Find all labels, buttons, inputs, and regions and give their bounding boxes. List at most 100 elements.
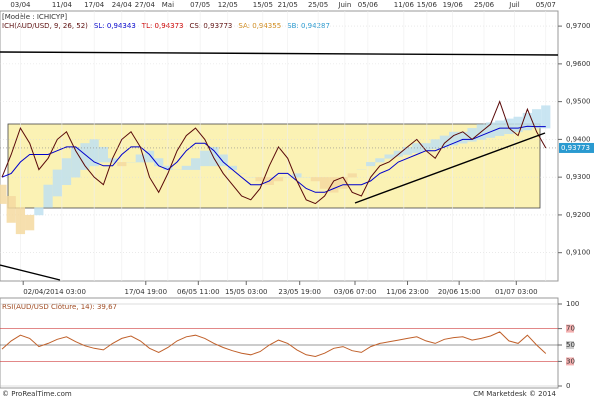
cloud-slice — [209, 146, 219, 167]
price-box — [559, 142, 594, 153]
model-label: [Modèle : ICHICYP] — [2, 13, 67, 21]
x-tick-label: 24/04 — [112, 1, 133, 9]
x-tick-label: 15/05 03:00 — [225, 288, 268, 296]
cloud-slice — [273, 177, 284, 182]
cloud-slice — [135, 154, 145, 163]
cloud-slice — [338, 177, 348, 189]
y-tick-label: 0,9200 — [566, 211, 591, 219]
y-tick-label: 100 — [566, 300, 579, 308]
x-tick-label: 21/05 — [278, 1, 298, 9]
x-tick-label: 27/04 — [135, 1, 156, 9]
rsi-panel — [0, 297, 559, 389]
cloud-slice — [218, 154, 228, 167]
x-tick-label: 15/06 — [417, 1, 438, 9]
x-tick-label: 07/05 — [190, 1, 210, 9]
cloud-slice — [15, 207, 26, 235]
cloud-slice — [402, 146, 413, 155]
cloud-slice — [0, 184, 7, 204]
x-tick-label: 20/06 15:00 — [438, 288, 481, 296]
cloud-slice — [61, 158, 72, 186]
cloud-slice — [541, 105, 551, 129]
y-tick-label: 0,9600 — [566, 60, 591, 68]
cloud-slice — [52, 169, 62, 197]
cloud-slice — [255, 177, 265, 182]
y-tick-label: 0,9700 — [566, 22, 591, 30]
cloud-slice — [522, 112, 532, 131]
cloud-slice — [154, 158, 164, 167]
x-tick-label: 12/05 — [218, 1, 238, 9]
y-tick-label: 0,9400 — [566, 135, 591, 143]
cloud-slice — [531, 109, 542, 129]
y-tick-label: 50 — [566, 341, 575, 349]
rsi-title: RSI(AUD/USD Clôture, 14): 39,67 — [2, 303, 117, 311]
x-tick-label: 02/04/2014 03:00 — [23, 288, 86, 296]
footer-left: © ProRealTime.com — [2, 390, 72, 398]
cloud-slice — [439, 135, 450, 148]
cloud-slice — [458, 131, 468, 144]
cloud-slice — [329, 177, 339, 193]
y-tick-label: 70 — [566, 325, 575, 333]
x-tick-label: 11/04 — [52, 1, 73, 9]
x-tick-label: 06/05 11:00 — [177, 288, 220, 296]
rsi-level-box — [566, 357, 574, 366]
y-tick-label: 30 — [566, 357, 575, 365]
x-tick-label: 19/06 — [443, 1, 464, 9]
cloud-slice — [117, 162, 127, 167]
legend-entry: SA: 0,94355 — [238, 22, 281, 30]
cloud-slice — [6, 196, 16, 223]
cloud-slice — [449, 131, 459, 146]
cloud-slice — [144, 150, 155, 163]
x-tick-label: 05/07 — [536, 1, 556, 9]
x-tick-label: 05/06 — [358, 1, 379, 9]
cloud-slice — [310, 177, 320, 182]
cloud-slice — [504, 118, 514, 135]
series-line — [1, 100, 547, 205]
price-label: 0,93773 — [561, 144, 590, 152]
rsi-level-box — [566, 341, 574, 349]
cloud-slice — [513, 116, 523, 133]
legend-entry: SB: 0,94287 — [287, 22, 330, 30]
cloud-slice — [375, 158, 385, 163]
cloud-slice — [43, 184, 53, 208]
x-tick-label: 15/05 — [253, 1, 273, 9]
cloud-slice — [190, 158, 201, 170]
cloud-slice — [107, 158, 118, 163]
cloud-slice — [71, 146, 81, 178]
cloud-slice — [34, 207, 44, 216]
footer-right: CM Marketdesk © 2014 — [473, 390, 556, 398]
cloud-slice — [200, 150, 210, 167]
series-line — [1, 331, 547, 358]
y-tick-label: 0 — [566, 382, 570, 390]
x-tick-label: 23/05 19:00 — [278, 288, 321, 296]
cloud-slice — [98, 146, 108, 163]
cloud-slice — [80, 143, 90, 170]
cloud-slice — [467, 128, 477, 142]
rsi-level-box — [566, 324, 574, 333]
x-tick-label: 17/04 19:00 — [124, 288, 167, 296]
cloud-slice — [430, 139, 440, 150]
trend-line — [354, 132, 546, 204]
cloud-slice — [421, 143, 431, 152]
cloud-slice — [292, 173, 302, 178]
cloud-slice — [347, 173, 357, 178]
price-panel — [0, 10, 559, 282]
x-tick-label: 03/06 07:00 — [334, 288, 377, 296]
x-tick-label: Juil — [508, 1, 519, 9]
trend-line — [0, 51, 559, 56]
cloud-slice — [319, 177, 330, 189]
cloud-slice — [485, 122, 496, 138]
trend-line — [0, 264, 61, 281]
y-tick-label: 0,9500 — [566, 98, 591, 106]
cloud-slice — [227, 165, 238, 170]
cloud-slice — [25, 214, 35, 231]
cloud-slice — [412, 143, 422, 153]
x-tick-label: 25/05 — [308, 1, 328, 9]
cloud-slice — [163, 165, 173, 170]
x-tick-label: 25/06 — [474, 1, 495, 9]
x-tick-label: 17/04 — [84, 1, 105, 9]
x-tick-label: Juin — [337, 1, 351, 9]
series-line — [1, 125, 546, 193]
cloud-slice — [366, 162, 376, 167]
y-tick-label: 0,9300 — [566, 173, 591, 181]
